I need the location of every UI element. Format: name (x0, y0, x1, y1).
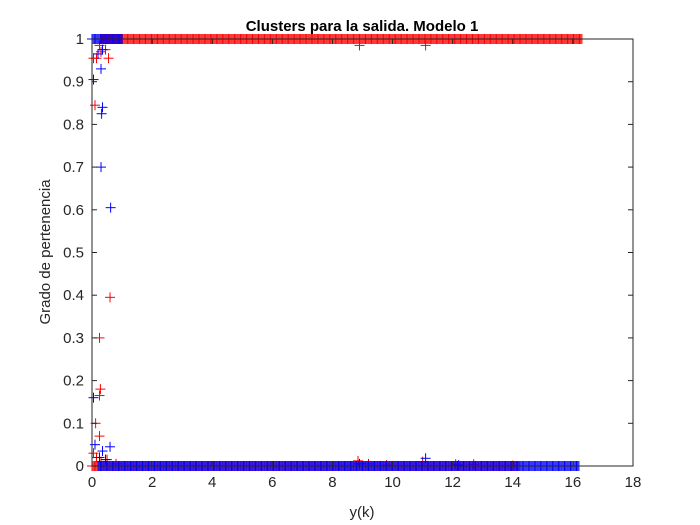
data-point (100, 454, 111, 465)
data-point (420, 40, 431, 51)
data-point (97, 44, 108, 55)
data-point (96, 108, 107, 119)
data-point (96, 162, 107, 173)
data-point (88, 74, 99, 85)
y-axis-label: Grado de pertenencia (37, 179, 54, 325)
y-tick-label: 0.7 (63, 159, 84, 176)
data-point (88, 392, 99, 403)
y-tick-label: 0.1 (63, 415, 84, 432)
x-tick-label: 8 (328, 474, 336, 491)
data-point (103, 53, 114, 64)
y-tick-label: 0.4 (63, 287, 84, 304)
data-point (105, 202, 116, 213)
data-point (420, 453, 431, 464)
data-point (105, 292, 116, 303)
y-tick-label: 0.6 (63, 202, 84, 219)
y-tick-label: 0.5 (63, 245, 84, 262)
x-axis-label: y(k) (350, 504, 375, 521)
chart-title: Clusters para la salida. Modelo 1 (246, 18, 479, 35)
x-tick-label: 12 (444, 474, 461, 491)
x-tick-label: 14 (504, 474, 521, 491)
data-point (97, 446, 108, 457)
data-point (95, 384, 106, 395)
y-tick-label: 0.9 (63, 74, 84, 91)
data-point (93, 48, 104, 59)
x-tick-label: 6 (268, 474, 276, 491)
y-tick-label: 0.3 (63, 330, 84, 347)
data-point (94, 452, 105, 463)
y-tick-label: 0.2 (63, 373, 84, 390)
x-axis-ticks: 0 2 4 6 8 10 12 14 16 18 (88, 39, 642, 491)
data-point (354, 458, 365, 469)
x-tick-label: 0 (88, 474, 96, 491)
x-tick-label: 2 (148, 474, 156, 491)
y-tick-label: 0.8 (63, 116, 84, 133)
x-tick-label: 10 (384, 474, 401, 491)
data-point (97, 102, 108, 113)
y-tick-label: 0 (76, 458, 84, 475)
x-tick-label: 4 (208, 474, 216, 491)
data-point (96, 63, 107, 74)
data-point (453, 460, 464, 471)
x-tick-label: 16 (565, 474, 582, 491)
data-point (354, 40, 365, 51)
plot-area (92, 39, 633, 466)
x-tick-label: 18 (625, 474, 642, 491)
data-point (94, 431, 105, 442)
y-tick-label: 1 (76, 31, 84, 48)
data-point (91, 53, 102, 64)
y-axis-ticks: 0 0.1 0.2 0.3 0.4 0.5 0.6 0.7 0.8 0.9 1 (63, 31, 633, 475)
data-point (94, 390, 105, 401)
data-point (105, 441, 116, 452)
